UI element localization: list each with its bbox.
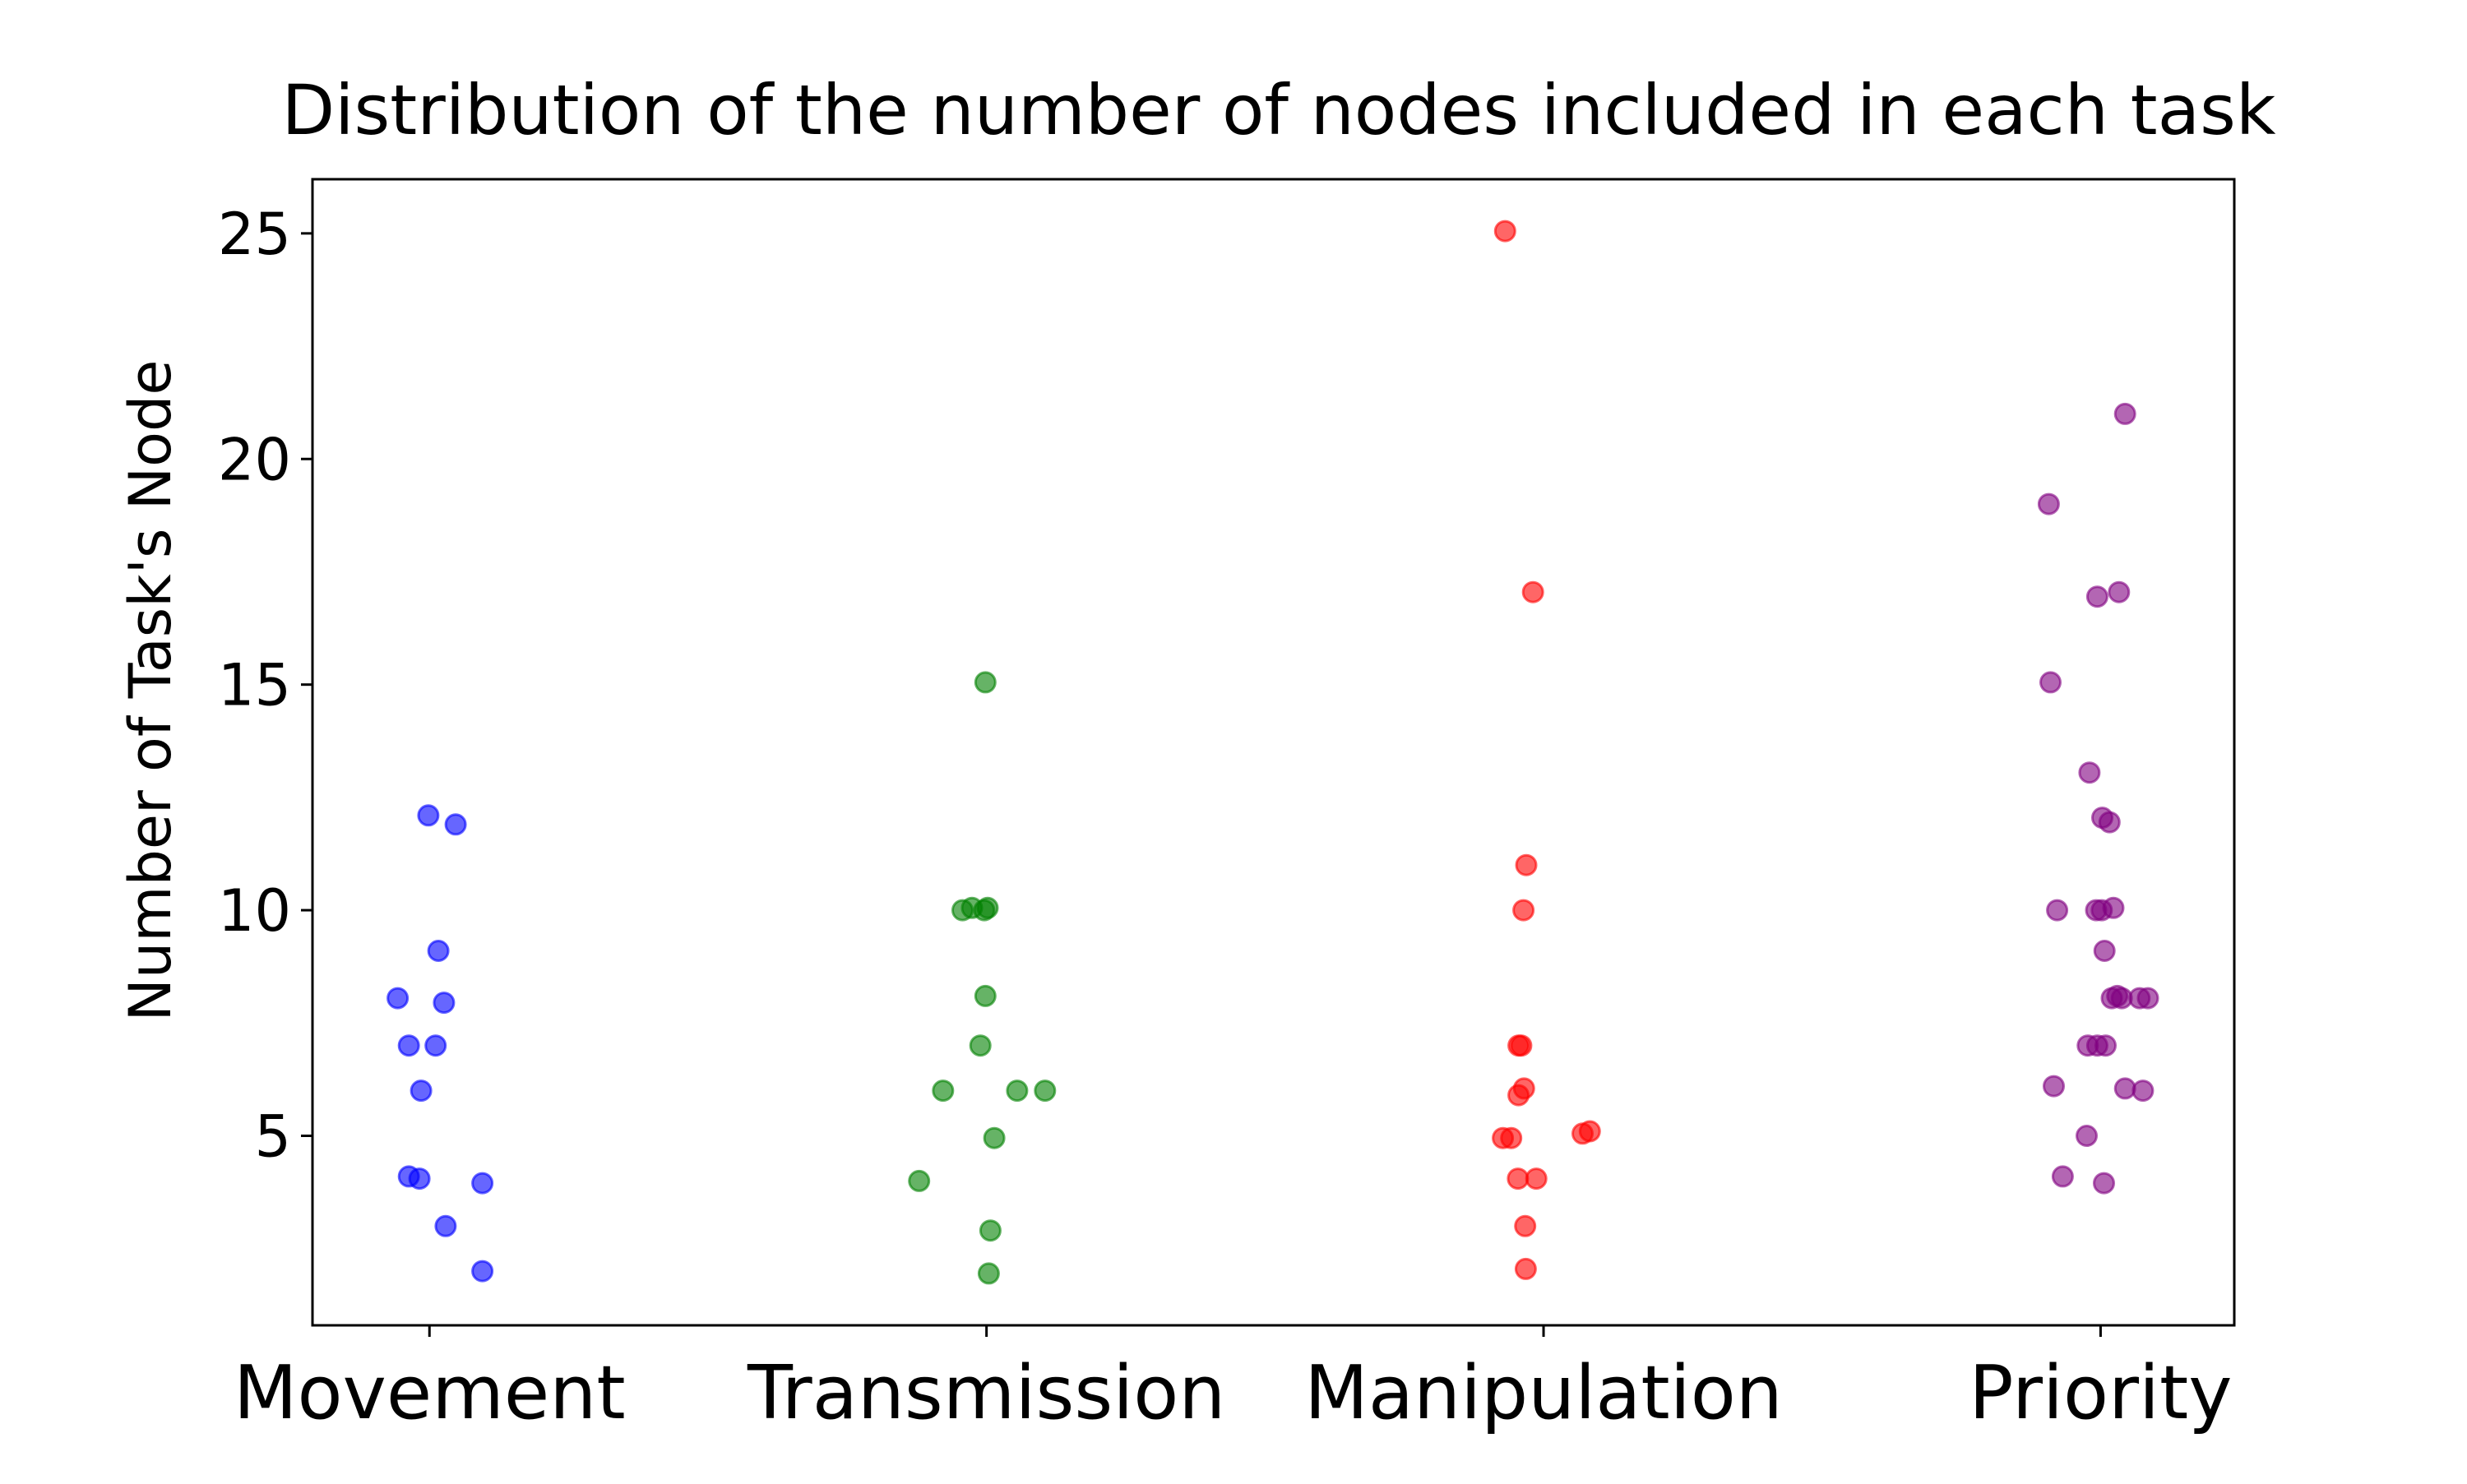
data-point [471,1172,494,1195]
data-point [1034,1079,1057,1103]
data-point [417,804,440,827]
x-tick-label: Priority [1969,1350,2232,1436]
x-tick-label: Movement [234,1350,626,1436]
data-point [1525,1167,1548,1190]
data-point [2093,940,2116,962]
series-priority [2037,402,2159,1195]
data-point [2039,671,2062,694]
chart-title: Distribution of the number of nodes incl… [281,70,2275,150]
data-point [2076,1125,2098,1147]
series-movement [386,804,494,1283]
data-point [424,1034,447,1057]
data-point [2078,761,2101,784]
data-point [1507,1167,1530,1190]
plot-frame [311,178,2236,1327]
data-point [977,1262,1000,1285]
data-point [386,987,410,1010]
data-point [974,984,997,1007]
data-point [976,896,999,919]
data-point [1578,1120,1601,1143]
data-point [1006,1079,1029,1103]
data-point [2046,899,2069,922]
data-point [932,1079,955,1103]
y-tick-label: 20 [218,426,291,493]
data-point [2136,987,2159,1010]
data-point [2113,402,2136,425]
data-point [2094,1034,2117,1057]
data-point [434,1214,457,1237]
data-point [1512,899,1535,922]
x-tick-label: Transmission [747,1350,1225,1436]
data-point [2131,1079,2155,1103]
data-point [974,671,997,694]
y-axis-label: Number of Task's Node [117,360,184,1022]
data-point [1521,580,1544,603]
plot-area: 5 10 15 20 25 Movement Transmission Manipulatio… [218,178,2236,1436]
data-point [408,1167,431,1190]
data-point [1507,1084,1530,1107]
data-point [410,1079,433,1103]
data-point [1514,1257,1537,1280]
data-point [2102,896,2125,919]
y-tick-label: 10 [218,877,291,945]
data-point [2043,1075,2065,1098]
data-point [1493,220,1516,243]
series-transmission [908,671,1057,1285]
x-tick-label: Manipulation [1304,1350,1783,1436]
series-manipulation [1492,220,1601,1280]
data-point [979,1219,1002,1242]
data-point [2085,585,2108,608]
data-point [1514,1214,1537,1237]
data-point [969,1034,992,1057]
data-point [1500,1126,1523,1149]
data-point [427,940,450,962]
data-point [397,1034,420,1057]
data-point [2113,1077,2136,1100]
data-point [471,1260,494,1283]
data-point [1515,853,1538,876]
data-point [2037,492,2060,515]
data-point [444,813,467,836]
data-point [983,1126,1006,1149]
data-point [908,1169,931,1192]
data-point [2098,811,2121,834]
data-point [1510,1034,1533,1057]
data-point [2108,580,2131,603]
y-tick-label: 5 [254,1103,291,1170]
data-point [2093,1172,2115,1195]
data-point [2051,1165,2074,1188]
y-tick-label: 15 [218,652,291,719]
data-point [433,992,456,1015]
y-tick-label: 25 [218,201,291,268]
